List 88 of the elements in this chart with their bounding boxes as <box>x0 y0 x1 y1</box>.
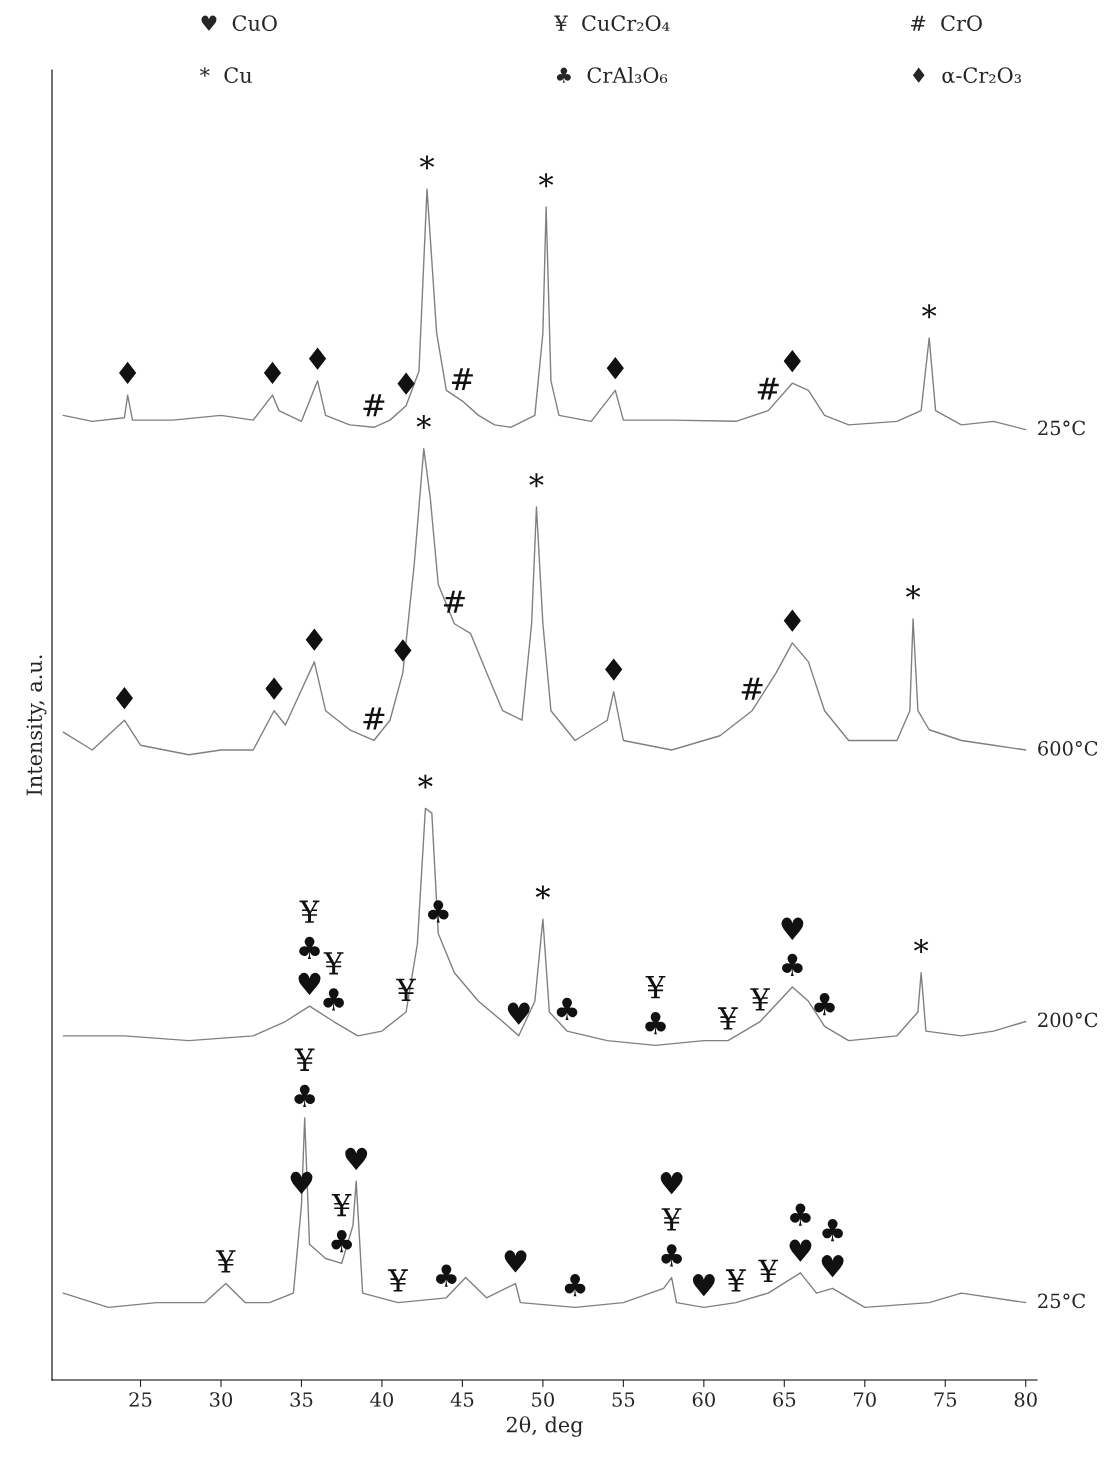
x-tick-label: 65 <box>773 1392 796 1407</box>
annotation: ♦ <box>606 357 624 380</box>
x-tick-label: 60 <box>692 1392 715 1407</box>
annotation: # <box>363 394 385 417</box>
annotation: ♦ <box>309 347 327 370</box>
annotation: ♣ <box>645 1012 666 1035</box>
annotation: ♥ <box>507 1002 530 1025</box>
annotation: ♦ <box>783 349 801 373</box>
annotation: * <box>538 173 554 188</box>
annotation: ♦ <box>263 361 282 385</box>
annotation: ¥ <box>758 1259 779 1283</box>
annotation: * <box>529 473 544 488</box>
annotation: # <box>757 377 779 400</box>
x-tick-label: 75 <box>934 1392 957 1407</box>
series-label: 25°C <box>1038 1293 1086 1309</box>
annotation: ♥ <box>298 972 321 996</box>
text: ♥ CuO <box>201 15 277 32</box>
annotation: ♦ <box>605 658 623 681</box>
annotation: ¥ <box>215 1250 236 1273</box>
annotation: ¥ <box>726 1269 746 1292</box>
series-label: 200°C <box>1038 1012 1098 1028</box>
annotation: ♣ <box>323 988 344 1011</box>
annotation: ¥ <box>294 1048 315 1071</box>
annotation: ♣ <box>556 997 578 1021</box>
annotation: ¥ <box>388 1269 408 1292</box>
annotation: * <box>922 304 937 319</box>
annotation: ♣ <box>661 1244 682 1267</box>
annotation: ♥ <box>290 1171 313 1194</box>
annotation: ♣ <box>427 900 449 923</box>
annotation: ♥ <box>692 1274 715 1297</box>
annotation: ¥ <box>661 1208 682 1231</box>
x-tick-label: 30 <box>210 1392 233 1407</box>
annotation: ¥ <box>331 1193 352 1217</box>
annotation: ¥ <box>750 988 770 1011</box>
annotation: ♣ <box>436 1264 457 1287</box>
annotation: * <box>416 415 431 429</box>
annotation: ¥ <box>323 952 344 975</box>
annotation: ♥ <box>821 1255 844 1278</box>
annotation: ♣ <box>331 1230 352 1253</box>
annotation: ♥ <box>781 917 804 940</box>
annotation: * <box>535 885 551 900</box>
annotation: # <box>443 590 465 613</box>
annotation: ♥ <box>789 1239 812 1262</box>
series-label: 600°C <box>1038 740 1098 756</box>
annotation: ♣ <box>294 1084 315 1107</box>
text: * Cu <box>199 67 252 84</box>
annotation: * <box>913 939 929 953</box>
annotation: * <box>905 585 921 600</box>
x-tick-label: 40 <box>370 1392 394 1407</box>
annotation: * <box>418 774 433 789</box>
text: ¥ CuCr₂O₄ <box>554 15 670 32</box>
annotation: # <box>451 368 473 391</box>
annotation: ♣ <box>790 1203 811 1226</box>
annotation: ♣ <box>299 936 320 959</box>
x-tick-label: 50 <box>532 1392 554 1407</box>
y-axis-title: Intensity, a.u. <box>26 655 47 796</box>
x-tick-label: 25 <box>129 1392 152 1407</box>
x-tick-label: 80 <box>1014 1392 1037 1407</box>
annotation: # <box>363 707 385 730</box>
annotation: ♣ <box>814 993 835 1016</box>
annotation: ♦ <box>783 609 801 632</box>
text: # CrO <box>910 15 982 32</box>
x-tick-label: 70 <box>854 1392 876 1407</box>
x-tick-label: 35 <box>290 1392 313 1407</box>
x-axis-title: 2θ, deg <box>506 1416 583 1437</box>
x-tick-label: 55 <box>612 1392 635 1407</box>
annotation: ♦ <box>397 372 415 395</box>
annotation: ¥ <box>645 975 666 999</box>
annotation: ♦ <box>115 686 133 710</box>
x-tick-label: 45 <box>450 1392 474 1407</box>
series-label: 25°C <box>1038 420 1086 436</box>
annotation: ♣ <box>782 953 803 976</box>
annotation: ♦ <box>119 361 137 385</box>
annotation: ¥ <box>299 900 320 923</box>
text: ♦ α-Cr₂O₃ <box>912 67 1022 84</box>
text: ♣ CrAl₃O₆ <box>556 66 668 84</box>
annotation: ♥ <box>345 1147 368 1171</box>
annotation: * <box>419 155 435 170</box>
annotation: ♣ <box>564 1274 586 1297</box>
annotation: # <box>741 677 763 700</box>
annotation: ♣ <box>822 1218 843 1242</box>
annotation: ¥ <box>718 1007 738 1030</box>
annotation: ♥ <box>660 1172 683 1195</box>
annotation: ♥ <box>504 1250 527 1273</box>
annotation: ♦ <box>394 639 412 662</box>
annotation: ♦ <box>305 628 323 651</box>
annotation: ¥ <box>396 978 416 1001</box>
annotation: ♦ <box>265 677 283 700</box>
